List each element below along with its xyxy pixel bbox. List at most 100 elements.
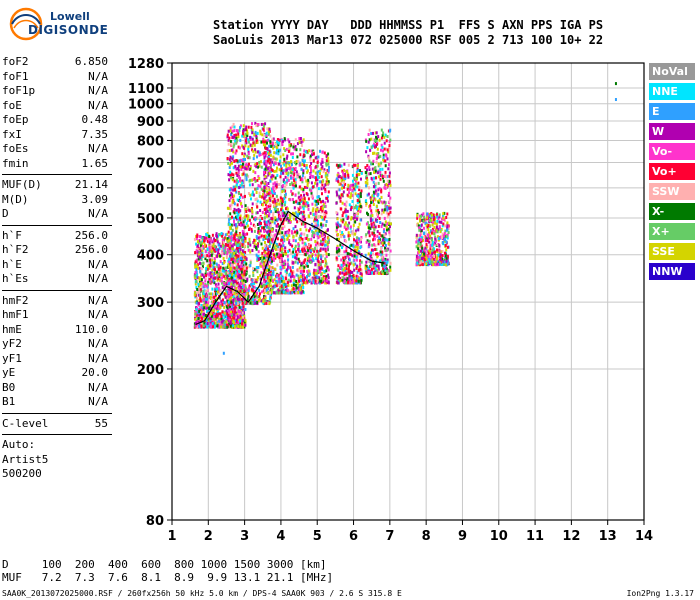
echo-point — [307, 197, 310, 201]
echo-point — [269, 260, 272, 264]
echo-point — [260, 271, 263, 275]
echo-point — [233, 279, 235, 283]
echo-point — [252, 193, 255, 197]
echo-point — [207, 311, 210, 315]
echo-point — [345, 227, 348, 231]
x-tick-label: 13 — [599, 529, 617, 544]
echo-point — [209, 318, 212, 322]
echo-point — [279, 175, 282, 179]
echo-point — [243, 224, 246, 228]
echo-point — [245, 136, 248, 140]
echo-point — [226, 133, 229, 137]
echo-point — [355, 212, 358, 216]
echo-point — [285, 183, 288, 187]
echo-point — [217, 324, 220, 328]
echo-point — [307, 248, 310, 252]
param-row: foEs N/A — [2, 142, 112, 157]
echo-point — [282, 279, 285, 283]
echo-point — [352, 183, 355, 187]
echo-point — [258, 160, 261, 164]
echo-point — [204, 313, 207, 317]
echo-point — [325, 252, 328, 256]
echo-point — [198, 239, 201, 243]
echo-point — [312, 159, 315, 163]
echo-point — [207, 301, 209, 305]
echo-point — [278, 216, 280, 220]
param-row: h`F2 256.0 — [2, 243, 112, 258]
echo-point — [270, 168, 273, 172]
echo-point — [319, 247, 322, 251]
echo-point — [304, 249, 307, 253]
echo-point — [295, 291, 298, 295]
echo-point — [206, 308, 209, 311]
echo-point — [295, 170, 298, 174]
echo-point — [276, 166, 278, 170]
param-name: M(D) — [2, 192, 29, 206]
echo-point — [264, 244, 267, 248]
echo-point — [263, 216, 266, 220]
param-name: yE — [2, 366, 16, 379]
echo-point — [231, 178, 234, 182]
echo-point — [285, 233, 288, 237]
echo-point — [316, 164, 319, 168]
echo-point — [269, 134, 272, 138]
echo-point — [213, 261, 216, 265]
echo-point — [316, 269, 319, 273]
echo-point — [294, 138, 297, 142]
echo-point — [249, 209, 252, 213]
echo-point — [339, 224, 342, 228]
echo-point — [357, 279, 360, 283]
echo-point — [232, 301, 235, 305]
echo-point — [283, 181, 286, 185]
echo-point — [271, 220, 274, 224]
echo-point — [208, 238, 211, 242]
echo-point — [344, 269, 347, 273]
echo-point — [196, 288, 199, 291]
echo-point — [299, 234, 302, 238]
echo-point — [228, 291, 231, 295]
echo-point — [277, 143, 280, 147]
echo-point — [243, 128, 246, 132]
echo-point — [219, 277, 222, 281]
echo-point — [268, 129, 271, 133]
echo-point — [278, 202, 281, 206]
echo-point — [355, 255, 358, 259]
echo-point — [294, 230, 296, 234]
echo-point — [287, 150, 290, 153]
echo-point — [287, 258, 290, 262]
echo-point — [271, 190, 274, 193]
echo-point — [213, 248, 216, 252]
echo-point — [259, 277, 262, 281]
echo-point — [194, 262, 197, 266]
echo-point — [297, 173, 300, 176]
echo-point — [319, 253, 322, 257]
echo-point — [291, 198, 294, 201]
echo-point — [255, 197, 258, 201]
echo-point — [351, 254, 354, 258]
echo-point — [315, 271, 318, 275]
echo-point — [282, 178, 285, 182]
echo-point — [294, 166, 297, 170]
echo-point — [284, 192, 287, 196]
echo-point — [339, 266, 342, 270]
echo-point — [323, 270, 326, 273]
echo-point — [316, 221, 319, 225]
param-row: h`F 256.0 — [2, 229, 112, 244]
echo-point — [270, 290, 273, 294]
echo-point — [222, 240, 225, 244]
echo-point — [275, 169, 278, 173]
echo-point — [336, 237, 339, 241]
echo-point — [286, 288, 289, 292]
echo-point — [241, 256, 244, 260]
echo-point — [220, 271, 223, 275]
echo-point — [346, 193, 349, 197]
echo-point — [242, 169, 245, 173]
echo-point — [236, 129, 239, 133]
echo-point — [253, 244, 256, 248]
echo-point — [263, 156, 266, 160]
echo-point — [236, 265, 239, 269]
echo-point — [349, 186, 352, 190]
echo-point — [203, 275, 205, 279]
echo-point — [199, 261, 201, 265]
echo-point — [294, 246, 297, 250]
